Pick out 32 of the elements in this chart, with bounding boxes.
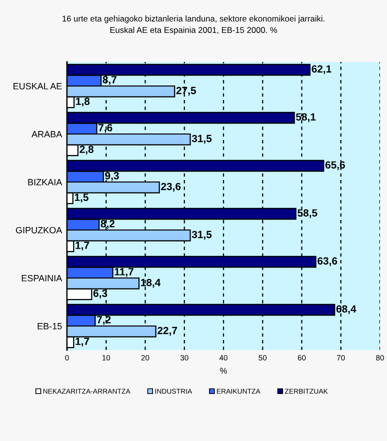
y-tick-label: EUSKAL AE	[14, 82, 62, 90]
data-label: 6,3	[93, 290, 108, 299]
data-label: 58,1	[296, 113, 316, 122]
data-label: 9,3	[105, 172, 119, 181]
data-label: 63,6	[318, 257, 338, 266]
data-label: 1,5	[74, 194, 88, 203]
data-label: 1,8	[76, 98, 90, 107]
data-label: 68,4	[336, 305, 356, 314]
data-label: 62,1	[312, 65, 332, 74]
data-label: 1,7	[76, 242, 90, 251]
data-label: 7,2	[97, 316, 111, 325]
data-label: 22,7	[158, 326, 178, 336]
data-label: 8,7	[102, 76, 116, 85]
y-tick-label: EB-15	[38, 323, 62, 330]
data-label: 65,6	[325, 161, 345, 170]
y-tick-label: ESPAINIA	[22, 274, 62, 282]
y-tick-label: GIPUZKOA	[16, 226, 62, 234]
x-axis-title: %	[220, 368, 227, 374]
data-label: 8,2	[100, 220, 115, 229]
y-tick-label: BIZKAIA	[28, 179, 62, 186]
data-label: 7,6	[98, 124, 112, 133]
data-label: 27,5	[176, 86, 196, 96]
data-label: 58,5	[298, 209, 318, 218]
data-label: 31,5	[192, 230, 212, 240]
data-label: 23,6	[161, 182, 181, 192]
y-tick-label: ARABA	[32, 131, 62, 138]
data-label: 11,7	[114, 268, 134, 277]
data-label: 2,8	[80, 146, 94, 155]
data-label: 18,4	[141, 278, 161, 288]
chart-title: 16 urte eta gehiagoko biztanleria landuna, sektore ekonomikoei jarraiki. Euskal AE eta Espainia 2001, EB-15 2000. %	[62, 15, 324, 35]
data-label: 31,5	[192, 134, 212, 144]
data-label: 1,7	[76, 338, 90, 347]
